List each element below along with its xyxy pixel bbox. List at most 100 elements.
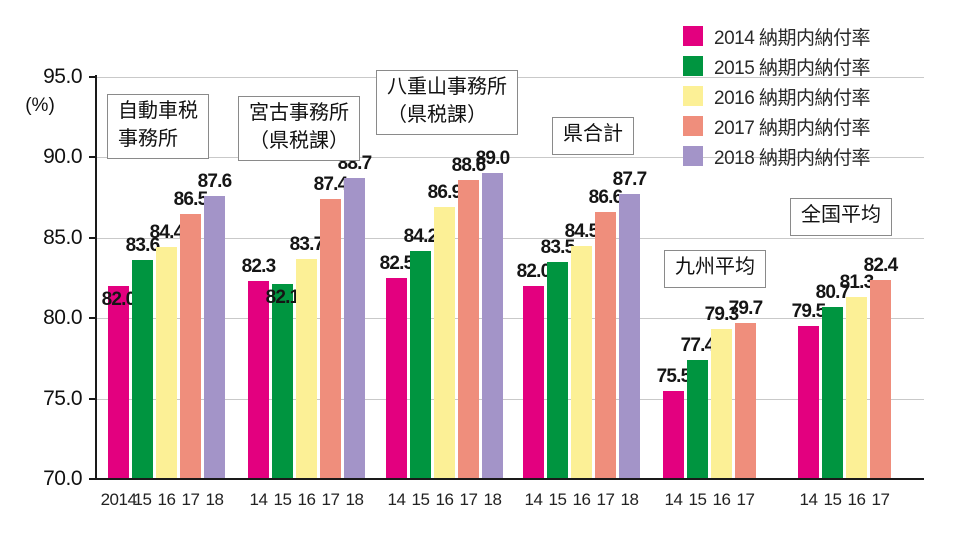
x-tick-label-2014: 2014 xyxy=(100,490,137,509)
bar-14: 82.3 xyxy=(242,256,276,479)
bar-value-label: 84.2 xyxy=(403,226,439,247)
x-tick-label-17: 17 xyxy=(736,490,755,509)
bar-15: 82.1 xyxy=(266,284,300,479)
y-tick-mark xyxy=(89,236,96,239)
bar-value-label: 86.6 xyxy=(588,187,624,208)
gridline-85.0 xyxy=(97,237,924,239)
x-tick-label-16: 16 xyxy=(157,490,176,509)
legend-label: 2015 納期内納付率 xyxy=(714,57,871,79)
bars: 82.0 83.5 84.5 86.6 87.7 xyxy=(517,169,647,479)
x-tick-label-18: 18 xyxy=(345,490,364,509)
bar-value-label: 83.6 xyxy=(125,235,161,256)
bar-15: 80.7 xyxy=(816,282,850,479)
group-title-box-4: 県合計 xyxy=(552,117,634,155)
x-tick-label-16: 16 xyxy=(572,490,591,509)
x-tick-label-18: 18 xyxy=(620,490,639,509)
legend-label: 2014 納期内納付率 xyxy=(714,27,871,49)
bar-18: 87.6 xyxy=(198,171,232,479)
bar-16: 81.3 xyxy=(840,272,874,479)
y-tick-mark xyxy=(89,76,96,78)
bar-14: 75.5 xyxy=(657,366,691,479)
y-tick-mark xyxy=(89,156,96,159)
y-tick-label-80.0: 80.0 xyxy=(43,306,82,330)
legend-item-2014: 2014 納期内納付率 xyxy=(683,26,871,49)
bar-value-label: 82.0 xyxy=(101,289,137,310)
bar-16: 79.3 xyxy=(705,304,739,479)
y-axis-line xyxy=(95,75,97,480)
bar-group-2: 82.3 82.1 83.7 87.4 88.7 14 15 16 17 18 xyxy=(242,153,373,509)
x-tick-label-15: 15 xyxy=(823,490,842,509)
group-title-box-5: 九州平均 xyxy=(664,250,766,288)
x-tick-labels: 14 15 16 17 xyxy=(798,490,891,510)
legend-swatch-icon xyxy=(683,116,703,136)
bar-18: 89.0 xyxy=(476,148,510,479)
bar-16: 86.9 xyxy=(428,182,462,479)
y-tick-label-95.0: 95.0 xyxy=(43,65,82,88)
bar-15: 83.5 xyxy=(541,237,575,479)
y-axis-unit: (%) xyxy=(25,95,55,116)
y-tick-label-85.0: 85.0 xyxy=(43,225,82,249)
bar-value-label: 79.5 xyxy=(791,301,827,322)
bar-group-4: 82.0 83.5 84.5 86.6 87.7 14 15 16 17 18 xyxy=(517,169,648,509)
bar-value-label: 82.1 xyxy=(265,287,301,308)
x-tick-label-14: 14 xyxy=(799,490,818,509)
bar-value-label: 83.7 xyxy=(289,234,325,255)
bar-value-label: 86.5 xyxy=(173,189,209,210)
bar-value-label: 81.3 xyxy=(839,272,875,293)
bar-value-label: 89.0 xyxy=(475,148,511,169)
y-tick-mark xyxy=(89,397,96,400)
x-tick-label-17: 17 xyxy=(596,490,615,509)
legend-label: 2017 納期内納付率 xyxy=(714,117,871,139)
bar-value-label: 87.7 xyxy=(612,169,648,190)
x-tick-label-14: 14 xyxy=(387,490,406,509)
bar-16: 83.7 xyxy=(290,234,324,479)
y-tick-mark xyxy=(89,478,96,480)
bar-17: 86.5 xyxy=(174,189,208,479)
legend-swatch-icon xyxy=(683,26,703,46)
bar-value-label: 86.9 xyxy=(427,182,463,203)
bar-value-label: 84.5 xyxy=(564,221,600,242)
x-tick-label-17: 17 xyxy=(871,490,890,509)
bar-value-label: 75.5 xyxy=(656,366,692,387)
bar-value-label: 87.6 xyxy=(197,171,233,192)
bar-group-3: 82.5 84.2 86.9 88.6 89.0 14 15 16 17 18 xyxy=(380,148,511,509)
bar-15: 83.6 xyxy=(126,235,160,479)
x-axis-line xyxy=(95,478,924,480)
legend-item-2015: 2015 納期内納付率 xyxy=(683,56,871,79)
y-tick-label-75.0: 75.0 xyxy=(43,386,82,410)
legend: 2014 納期内納付率 2015 納期内納付率 2016 納期内納付率 2017 納期… xyxy=(683,26,871,176)
x-tick-label-15: 15 xyxy=(133,490,152,509)
bars: 82.3 82.1 83.7 87.4 88.7 xyxy=(242,153,372,479)
bar-value-label: 82.3 xyxy=(241,256,277,277)
bars: 82.5 84.2 86.9 88.6 89.0 xyxy=(380,148,510,479)
bar-group-5: 75.5 77.4 79.3 79.7 14 15 16 17 xyxy=(657,298,764,509)
bar-15: 77.4 xyxy=(681,335,715,479)
bar-14: 82.0 xyxy=(517,261,551,479)
x-tick-label-16: 16 xyxy=(847,490,866,509)
x-tick-labels: 14 15 16 17 xyxy=(663,490,756,510)
bar-value-label: 83.5 xyxy=(540,237,576,258)
legend-swatch-icon xyxy=(683,56,703,76)
x-tick-label-18: 18 xyxy=(205,490,224,509)
x-tick-labels: 14 15 16 17 18 xyxy=(248,490,365,510)
bar-value-label: 79.7 xyxy=(728,298,764,319)
gridline-90.0 xyxy=(97,157,924,159)
x-tick-label-14: 14 xyxy=(524,490,543,509)
bar-14: 82.5 xyxy=(380,253,414,479)
x-tick-labels: 14 15 16 17 18 xyxy=(523,490,640,510)
bar-value-label: 84.4 xyxy=(149,222,185,243)
legend-swatch-icon xyxy=(683,146,703,166)
bar-17: 87.4 xyxy=(314,174,348,479)
legend-swatch-icon xyxy=(683,86,703,106)
bar-value-label: 77.4 xyxy=(680,335,716,356)
bar-value-label: 82.0 xyxy=(516,261,552,282)
bars: 82.0 83.6 84.4 86.5 87.6 xyxy=(102,171,232,479)
plot-area: 82.0 83.6 84.4 86.5 87.6 2014 15 16 17 18 82.3 82.1… xyxy=(97,77,924,509)
bar-value-label: 82.4 xyxy=(863,255,899,276)
bar-16: 84.5 xyxy=(565,221,599,479)
x-tick-label-15: 15 xyxy=(411,490,430,509)
group-title-box-6: 全国平均 xyxy=(790,198,892,236)
x-tick-labels: 14 15 16 17 18 xyxy=(386,490,503,510)
x-tick-label-17: 17 xyxy=(321,490,340,509)
